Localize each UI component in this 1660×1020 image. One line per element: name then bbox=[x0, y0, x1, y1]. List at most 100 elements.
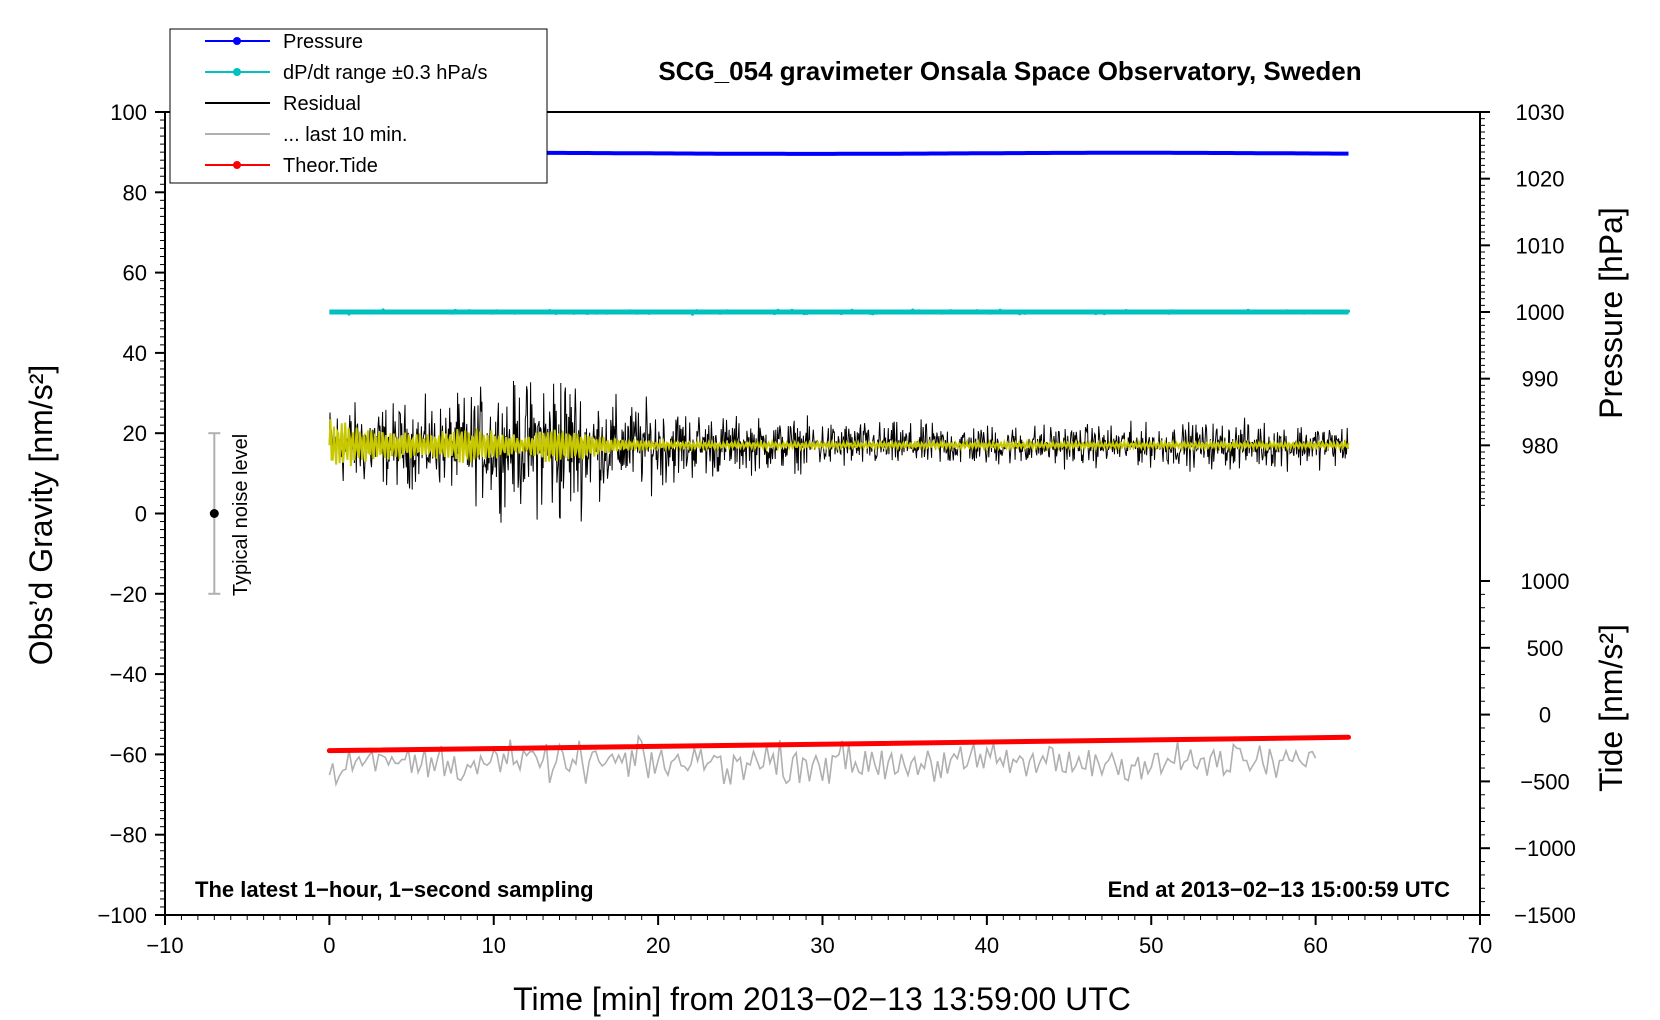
y-tick-label: −80 bbox=[110, 823, 147, 848]
theor-tide-series bbox=[326, 734, 1351, 754]
dpdt-point bbox=[501, 311, 505, 315]
dpdt-point bbox=[718, 311, 722, 315]
legend-marker bbox=[233, 161, 241, 169]
dpdt-point bbox=[959, 310, 963, 314]
dpdt-point bbox=[681, 310, 685, 314]
dpdt-point bbox=[1324, 311, 1328, 315]
dpdt-point bbox=[480, 310, 484, 314]
dpdt-point bbox=[790, 308, 794, 312]
dpdt-point bbox=[1337, 310, 1342, 314]
dpdt-point bbox=[601, 310, 605, 314]
dpdt-point bbox=[643, 310, 648, 314]
pressure-axis-ticks: 1030 1020 1010 1000 990 980 bbox=[1480, 100, 1565, 506]
dpdt-point bbox=[1028, 310, 1032, 314]
dpdt-point bbox=[766, 311, 770, 315]
x-tick-label: 50 bbox=[1139, 933, 1163, 958]
dpdt-point bbox=[889, 309, 893, 314]
dpdt-point bbox=[341, 309, 345, 313]
pressure-tick-label: 1000 bbox=[1516, 300, 1565, 325]
dpdt-point bbox=[949, 309, 953, 313]
tide-tick-label: 500 bbox=[1527, 636, 1564, 661]
annotation-end-time: End at 2013−02−13 15:00:59 UTC bbox=[1108, 877, 1451, 902]
dpdt-point bbox=[751, 310, 755, 314]
dpdt-point bbox=[1212, 311, 1216, 315]
dpdt-point bbox=[911, 308, 915, 312]
dpdt-point bbox=[1113, 310, 1117, 314]
dpdt-point bbox=[701, 310, 705, 314]
dpdt-point bbox=[897, 310, 902, 314]
tide-tick-label: 0 bbox=[1539, 703, 1551, 728]
y-tick-label: 20 bbox=[123, 421, 147, 446]
dpdt-point bbox=[462, 310, 466, 314]
dpdt-point bbox=[582, 311, 587, 315]
pressure-tick-label: 1010 bbox=[1516, 233, 1565, 258]
y-tick-label: −20 bbox=[110, 582, 147, 607]
dpdt-point bbox=[725, 309, 729, 313]
dpdt-point bbox=[695, 309, 699, 313]
dpdt-point bbox=[900, 310, 904, 315]
x-tick-label: 40 bbox=[975, 933, 999, 958]
dpdt-point bbox=[820, 311, 824, 315]
tide-tick-label: −500 bbox=[1520, 769, 1570, 794]
dpdt-point bbox=[779, 310, 783, 314]
y-axis-title: Obs’d Gravity [nm/s²] bbox=[23, 365, 59, 666]
dpdt-point bbox=[475, 310, 479, 314]
dpdt-point bbox=[662, 309, 666, 313]
dpdt-point bbox=[927, 311, 931, 315]
dpdt-point bbox=[1036, 311, 1040, 315]
residual-series bbox=[328, 380, 1349, 523]
dpdt-point bbox=[392, 309, 397, 314]
dpdt-point bbox=[1010, 311, 1015, 315]
x-tick-label: 70 bbox=[1468, 933, 1492, 958]
x-tick-label: 10 bbox=[482, 933, 506, 958]
dpdt-point bbox=[1280, 310, 1284, 314]
dpdt-point bbox=[1018, 310, 1022, 315]
residual-smoothed-line bbox=[328, 419, 1350, 467]
x-axis-ticks: −10 0 10 20 30 40 50 60 70 bbox=[146, 915, 1492, 958]
dpdt-point bbox=[882, 309, 887, 313]
y-axis-ticks: 100 80 60 40 20 0 −20 −40 −60 −80 −100 bbox=[97, 100, 165, 928]
dpdt-point bbox=[1165, 310, 1169, 314]
dpdt-point bbox=[450, 311, 455, 315]
dpdt-point bbox=[415, 311, 419, 315]
dpdt-point bbox=[1104, 310, 1108, 314]
dpdt-point bbox=[983, 310, 987, 314]
dpdt-point bbox=[930, 310, 934, 314]
chart-title: SCG_054 gravimeter Onsala Space Observat… bbox=[658, 56, 1361, 86]
dpdt-point bbox=[361, 310, 365, 314]
dpdt-point bbox=[556, 310, 560, 314]
dpdt-point bbox=[688, 309, 692, 313]
residual-line bbox=[328, 380, 1349, 523]
dpdt-point bbox=[346, 309, 350, 313]
dpdt-point bbox=[1243, 309, 1247, 314]
dpdt-point bbox=[917, 310, 921, 314]
legend-label: dP/dt range ±0.3 hPa/s bbox=[283, 62, 487, 84]
dpdt-point bbox=[1305, 310, 1309, 315]
dpdt-point bbox=[708, 311, 712, 315]
dpdt-point bbox=[1066, 310, 1070, 314]
pressure-tick-label: 990 bbox=[1522, 367, 1559, 392]
dpdt-point bbox=[891, 311, 896, 315]
dpdt-point bbox=[759, 311, 763, 315]
dpdt-point bbox=[381, 310, 385, 314]
dpdt-point bbox=[850, 308, 854, 312]
tide-axis-title: Tide [nm/s²] bbox=[1593, 624, 1629, 792]
dpdt-point bbox=[528, 310, 532, 314]
dpdt-point bbox=[572, 311, 576, 315]
dpdt-point bbox=[425, 309, 429, 314]
dpdt-point bbox=[869, 310, 873, 314]
dpdt-point bbox=[586, 310, 590, 315]
dpdt-point bbox=[657, 310, 661, 314]
dpdt-point bbox=[535, 311, 539, 315]
dpdt-point bbox=[1180, 310, 1184, 314]
dpdt-point bbox=[358, 311, 362, 315]
dpdt-point bbox=[351, 311, 355, 315]
y-tick-label: 80 bbox=[123, 180, 147, 205]
dpdt-point bbox=[630, 310, 634, 315]
dpdt-point bbox=[388, 311, 392, 315]
noise-level-label: Typical noise level bbox=[230, 434, 252, 596]
legend: Pressure dP/dt range ±0.3 hPa/s Residual..… bbox=[169, 28, 548, 184]
dpdt-point bbox=[801, 310, 806, 314]
dpdt-point bbox=[829, 310, 833, 315]
dpdt-point bbox=[616, 309, 620, 313]
